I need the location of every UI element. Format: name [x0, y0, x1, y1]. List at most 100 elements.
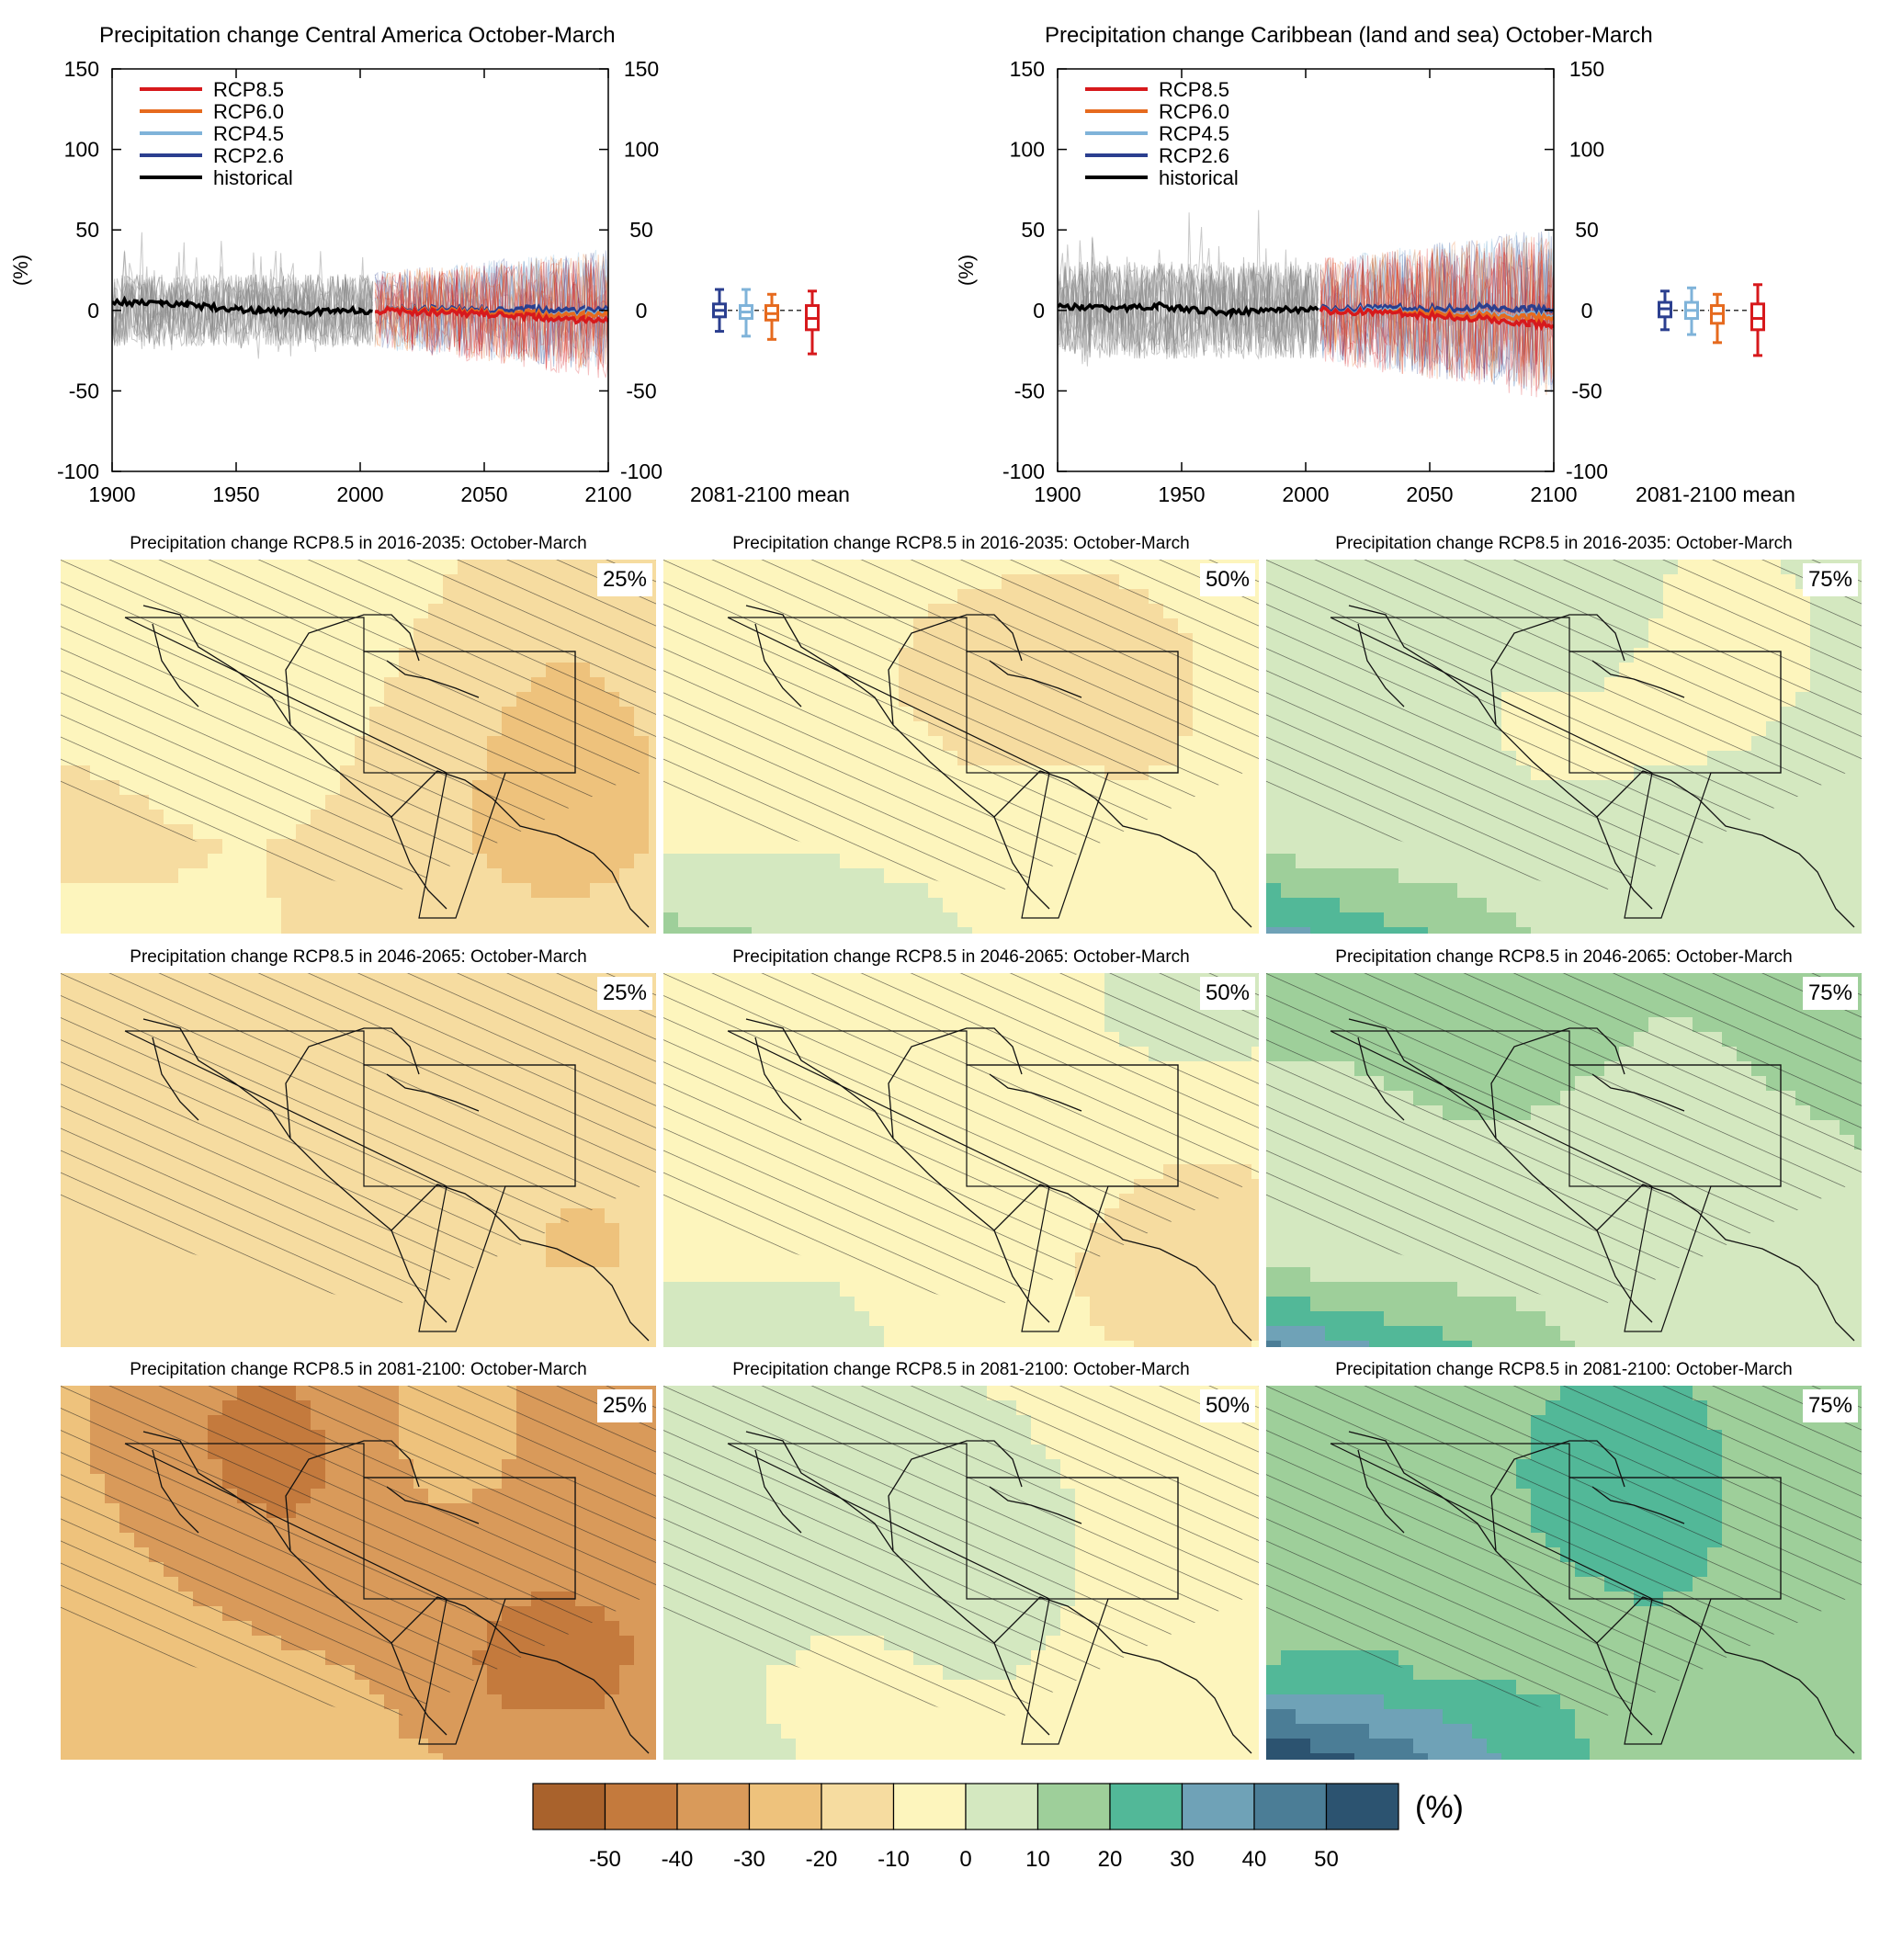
- map-cell: [1840, 883, 1855, 899]
- map-cell: [281, 1311, 297, 1327]
- map-cell: [1193, 927, 1208, 943]
- map-cell: [149, 898, 164, 913]
- map-cell: [943, 883, 958, 899]
- legend-label: RCP2.6: [1159, 144, 1229, 167]
- timeseries-svg: Precipitation change Caribbean (land and…: [955, 23, 1795, 506]
- map-cell: [1840, 854, 1855, 869]
- map-cell: [590, 1282, 606, 1297]
- map-cell: [561, 824, 576, 840]
- map-cell: [134, 1282, 150, 1297]
- coastline: [142, 605, 650, 928]
- map-svg: [61, 560, 664, 943]
- map-cell: [722, 927, 738, 943]
- map-cell: [134, 1238, 150, 1253]
- map-cell: [164, 839, 179, 855]
- scenario-member-line: [1319, 240, 1554, 395]
- historical-member-line: [1058, 238, 1319, 359]
- map-cell: [193, 1282, 209, 1297]
- map-cell: [1340, 868, 1355, 884]
- map-cell: [605, 1311, 620, 1327]
- map-cell: [90, 1326, 106, 1342]
- map-cell: [575, 912, 591, 928]
- map-cell: [810, 898, 826, 913]
- map-cell: [134, 868, 150, 884]
- map-cell: [1737, 839, 1752, 855]
- map-cell: [149, 1341, 164, 1356]
- map-cell: [1751, 927, 1767, 943]
- map-cell: [1840, 839, 1855, 855]
- map-cell: [943, 927, 958, 943]
- map-cell: [325, 927, 341, 943]
- map-cell: [737, 912, 753, 928]
- map-cell: [1781, 824, 1796, 840]
- map-cell: [502, 898, 517, 913]
- map-cell: [531, 839, 547, 855]
- map-cell: [752, 912, 767, 928]
- map-cell: [1134, 824, 1149, 840]
- map-cell: [1104, 912, 1120, 928]
- map-cell: [208, 1326, 223, 1342]
- map-cell: [1325, 883, 1341, 899]
- map-cell: [634, 1208, 650, 1224]
- map-cell: [1251, 839, 1267, 855]
- y-tick-label-right: 150: [1569, 57, 1604, 81]
- y-tick-label-right: -50: [626, 379, 656, 402]
- map-cell: [266, 1282, 282, 1297]
- map-cell: [972, 898, 988, 913]
- map-cell: [546, 1297, 561, 1312]
- map-cell: [281, 1326, 297, 1342]
- map-cell: [575, 1326, 591, 1342]
- map-cell: [134, 883, 150, 899]
- map-cell: [90, 883, 106, 899]
- map-cell: [1325, 824, 1341, 840]
- map-cell: [252, 912, 267, 928]
- map-cell: [1546, 898, 1561, 913]
- map-cell: [649, 883, 664, 899]
- map-cell: [61, 839, 76, 855]
- map-cell: [443, 927, 459, 943]
- map-cell: [1854, 780, 1870, 796]
- historical-member-line: [1058, 262, 1319, 358]
- map-cell: [1296, 912, 1311, 928]
- map-cell: [1134, 839, 1149, 855]
- map-cell: [663, 810, 679, 825]
- map-cell: [443, 1282, 459, 1297]
- map-cell: [472, 1297, 488, 1312]
- map-cell: [134, 898, 150, 913]
- map-cell: [1237, 868, 1252, 884]
- map-cell: [1296, 898, 1311, 913]
- map-cell: [987, 927, 1002, 943]
- coastline: [1348, 605, 1855, 928]
- map-cell: [1854, 927, 1870, 943]
- map-cell: [634, 1282, 650, 1297]
- historical-member-line: [1058, 249, 1319, 362]
- map-cell: [1825, 854, 1840, 869]
- map-cell: [634, 1252, 650, 1268]
- map-cell: [222, 1267, 238, 1283]
- map-cell: [222, 883, 238, 899]
- map-cell: [649, 1194, 664, 1209]
- map-cell: [1104, 883, 1120, 899]
- map-cell: [1766, 824, 1782, 840]
- map-cell: [502, 927, 517, 943]
- map-cell: [1722, 839, 1738, 855]
- map-cell: [428, 1311, 444, 1327]
- map-cell: [1031, 927, 1047, 943]
- map-cell: [1119, 854, 1135, 869]
- map-cell: [546, 912, 561, 928]
- map-cell: [384, 898, 400, 913]
- y-tick-label-left: -100: [57, 459, 99, 483]
- map-cell: [90, 1311, 106, 1327]
- map-cell: [649, 1223, 664, 1239]
- map-cell: [752, 898, 767, 913]
- map-cell: [487, 883, 503, 899]
- map-cell: [1251, 854, 1267, 869]
- legend-label: RCP6.0: [1159, 100, 1229, 123]
- map-cell: [619, 1252, 635, 1268]
- y-tick-label-left: 50: [1021, 218, 1045, 242]
- map-cell: [1604, 927, 1620, 943]
- map-cell: [1237, 898, 1252, 913]
- map-cell: [369, 1341, 385, 1356]
- map-cell: [105, 927, 120, 943]
- map-cell: [311, 1311, 326, 1327]
